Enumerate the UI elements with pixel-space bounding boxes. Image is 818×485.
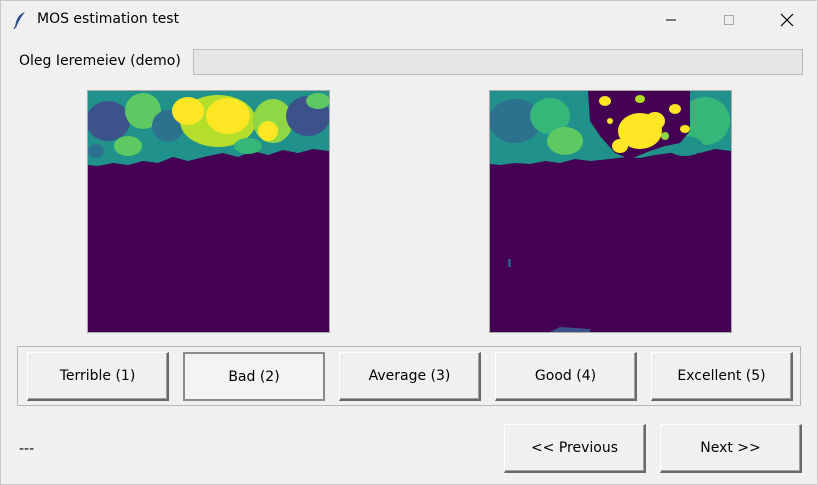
test-image-left: [87, 90, 330, 333]
rating-button-excellent[interactable]: Excellent (5): [651, 352, 793, 401]
title-bar[interactable]: MOS estimation test: [1, 1, 817, 39]
maximize-button[interactable]: [700, 1, 758, 39]
close-button[interactable]: [758, 1, 816, 39]
test-image-right: [489, 90, 732, 333]
previous-button[interactable]: << Previous: [504, 424, 646, 473]
minimize-icon: [666, 19, 676, 21]
rating-button-bad[interactable]: Bad (2): [183, 352, 325, 401]
progress-bar: [193, 49, 803, 75]
feather-icon: [13, 12, 25, 29]
test-image-left-canvas: [88, 91, 329, 332]
status-text: ---: [19, 441, 35, 457]
close-icon: [780, 13, 794, 27]
maximize-icon: [724, 15, 734, 25]
user-name-label: Oleg Ieremeiev (demo): [19, 53, 181, 69]
minimize-button[interactable]: [642, 1, 700, 39]
window-title: MOS estimation test: [37, 11, 180, 27]
rating-button-terrible[interactable]: Terrible (1): [27, 352, 169, 401]
rating-button-average[interactable]: Average (3): [339, 352, 481, 401]
rating-button-good[interactable]: Good (4): [495, 352, 637, 401]
rating-button-group: Terrible (1) Bad (2) Average (3) Good (4…: [17, 346, 801, 406]
test-image-right-canvas: [490, 91, 731, 332]
next-button[interactable]: Next >>: [660, 424, 802, 473]
